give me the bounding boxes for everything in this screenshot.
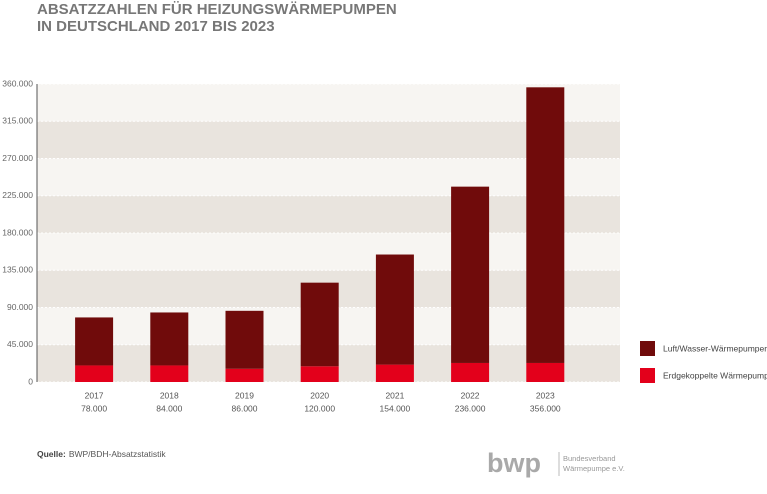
bar-segment bbox=[300, 366, 339, 382]
x-tick-label: 2021 bbox=[385, 390, 404, 400]
x-tick-label: 2017 bbox=[85, 390, 104, 400]
total-label: 154.000 bbox=[380, 403, 411, 413]
y-tick-label: 90.000 bbox=[7, 302, 33, 312]
grid-band bbox=[37, 84, 620, 122]
legend-swatch bbox=[640, 341, 655, 356]
x-tick-label: 2018 bbox=[160, 390, 179, 400]
bar-segment bbox=[150, 312, 189, 366]
bar-segment bbox=[75, 317, 114, 366]
chart-title: IN DEUTSCHLAND 2017 BIS 2023 bbox=[37, 18, 275, 35]
y-tick-label: 0 bbox=[28, 376, 33, 386]
legend-label: Erdgekoppelte Wärmepumpen bbox=[663, 370, 767, 380]
chart-title: ABSATZZAHLEN FÜR HEIZUNGSWÄRMEPUMPEN bbox=[37, 1, 397, 18]
bar-segment bbox=[375, 254, 414, 365]
y-tick-label: 225.000 bbox=[2, 190, 33, 200]
grid-band bbox=[37, 121, 620, 159]
bar-segment bbox=[150, 365, 189, 382]
y-tick-label: 315.000 bbox=[2, 116, 33, 126]
grid-band bbox=[37, 158, 620, 196]
logo-text: Bundesverband bbox=[563, 454, 616, 463]
legend-label: Luft/Wasser-Wärmepumpen bbox=[663, 343, 767, 353]
total-label: 86.000 bbox=[232, 403, 258, 413]
y-tick-label: 180.000 bbox=[2, 227, 33, 237]
total-label: 78.000 bbox=[81, 403, 107, 413]
total-label: 236.000 bbox=[455, 403, 486, 413]
y-tick-label: 360.000 bbox=[2, 78, 33, 88]
bar-segment bbox=[526, 87, 565, 363]
bar-segment bbox=[526, 362, 565, 382]
bar-segment bbox=[225, 368, 264, 382]
bar-segment bbox=[225, 310, 264, 369]
bar-segment bbox=[451, 362, 490, 382]
logo-text: Wärmepumpe e.V. bbox=[563, 464, 625, 473]
y-tick-label: 270.000 bbox=[2, 153, 33, 163]
bar-segment bbox=[75, 365, 114, 382]
y-tick-label: 135.000 bbox=[2, 265, 33, 275]
source-text: BWP/BDH-Absatzstatistik bbox=[69, 449, 167, 459]
grid-band bbox=[37, 195, 620, 233]
source: Quelle: BWP/BDH-Absatzstatistik bbox=[37, 449, 166, 459]
total-label: 120.000 bbox=[304, 403, 335, 413]
source-label: Quelle: bbox=[37, 449, 66, 459]
x-tick-label: 2019 bbox=[235, 390, 254, 400]
x-tick-label: 2023 bbox=[536, 390, 555, 400]
logo-mark: bwp bbox=[487, 448, 541, 478]
total-label: 84.000 bbox=[156, 403, 182, 413]
x-tick-label: 2022 bbox=[461, 390, 480, 400]
grid-band bbox=[37, 233, 620, 271]
bar-segment bbox=[451, 186, 490, 363]
y-tick-label: 45.000 bbox=[7, 339, 33, 349]
bar-segment bbox=[300, 282, 339, 367]
legend-swatch bbox=[640, 368, 655, 383]
total-label: 356.000 bbox=[530, 403, 561, 413]
bar-segment bbox=[375, 364, 414, 382]
x-tick-label: 2020 bbox=[310, 390, 329, 400]
